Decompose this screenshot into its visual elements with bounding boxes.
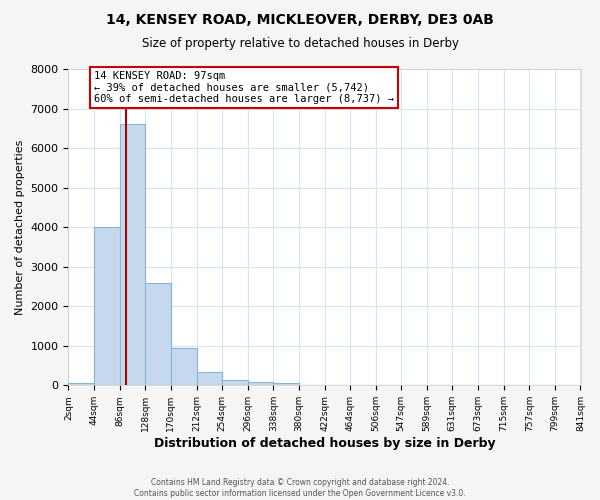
Y-axis label: Number of detached properties: Number of detached properties (15, 140, 25, 315)
Bar (94, 227, 119, 386)
Bar (197, 372, 222, 386)
X-axis label: Distribution of detached houses by size in Derby: Distribution of detached houses by size … (154, 437, 495, 450)
Bar (145, 282, 171, 386)
Bar (171, 348, 197, 386)
Text: 14 KENSEY ROAD: 97sqm
← 39% of detached houses are smaller (5,742)
60% of semi-d: 14 KENSEY ROAD: 97sqm ← 39% of detached … (94, 71, 394, 104)
Text: 14, KENSEY ROAD, MICKLEOVER, DERBY, DE3 0AB: 14, KENSEY ROAD, MICKLEOVER, DERBY, DE3 … (106, 12, 494, 26)
Bar (248, 382, 274, 386)
Bar (68, 382, 94, 386)
Text: Contains HM Land Registry data © Crown copyright and database right 2024.
Contai: Contains HM Land Registry data © Crown c… (134, 478, 466, 498)
Bar (119, 124, 145, 386)
Text: Size of property relative to detached houses in Derby: Size of property relative to detached ho… (142, 38, 458, 51)
Bar (222, 380, 248, 386)
Bar (274, 384, 299, 386)
